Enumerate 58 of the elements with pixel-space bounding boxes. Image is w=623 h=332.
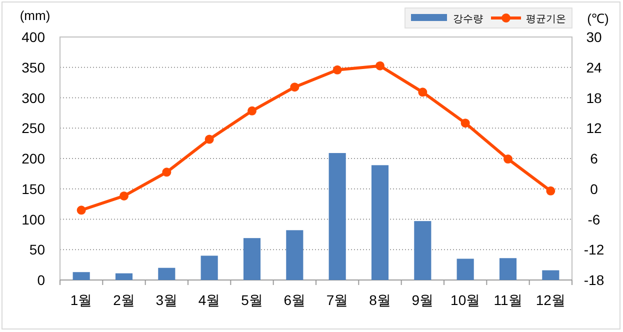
x-tick-label: 11월 bbox=[494, 292, 522, 308]
point bbox=[120, 191, 128, 200]
point bbox=[204, 134, 214, 144]
bar bbox=[499, 258, 517, 280]
y2-tick-label: -18 bbox=[584, 272, 604, 288]
y2-tick-label: 30 bbox=[586, 29, 602, 45]
y2-tick-label: 24 bbox=[586, 59, 602, 76]
x-tick-label: 3월 bbox=[156, 292, 178, 308]
point bbox=[290, 82, 300, 92]
bar bbox=[115, 273, 133, 280]
bar bbox=[456, 258, 474, 280]
y-tick-label: 350 bbox=[22, 59, 46, 76]
y2-tick-label: -12 bbox=[584, 242, 604, 258]
x-tick-label: 4월 bbox=[198, 292, 220, 308]
y2-tick-label: 6 bbox=[590, 150, 598, 166]
bar bbox=[158, 268, 176, 280]
point bbox=[162, 168, 172, 177]
y2-tick-label: 12 bbox=[586, 120, 602, 136]
x-tick-label: 9월 bbox=[412, 292, 434, 308]
y-tick-label: 200 bbox=[22, 150, 46, 166]
bar bbox=[243, 238, 261, 280]
y-tick-label: 50 bbox=[29, 242, 46, 258]
point bbox=[332, 65, 342, 74]
point bbox=[546, 186, 556, 196]
y-tick-label: 0 bbox=[37, 272, 46, 288]
bar bbox=[72, 272, 90, 280]
y-tick-label: 150 bbox=[22, 180, 46, 197]
x-tick-label: 8월 bbox=[369, 292, 391, 308]
y2-tick-label: -6 bbox=[588, 211, 600, 228]
x-tick-label: 6월 bbox=[284, 292, 306, 308]
x-tick-label: 10월 bbox=[450, 292, 480, 308]
legend-label: 평균기온 bbox=[526, 14, 566, 25]
x-tick-label: 7월 bbox=[326, 292, 348, 308]
y-tick-label: 100 bbox=[22, 211, 46, 228]
bar bbox=[542, 270, 560, 280]
bar bbox=[286, 230, 304, 280]
y-tick-label: 400 bbox=[22, 29, 46, 45]
point bbox=[418, 88, 428, 97]
point bbox=[460, 118, 470, 128]
bar bbox=[200, 256, 218, 280]
y-tick-label: 300 bbox=[22, 90, 46, 106]
y2-tick-label: 18 bbox=[586, 90, 602, 106]
x-tick-label: 1월 bbox=[70, 292, 92, 308]
x-tick-label: 12월 bbox=[536, 292, 566, 308]
point bbox=[76, 206, 86, 215]
point bbox=[376, 61, 384, 70]
legend-label: 강수량 bbox=[453, 14, 483, 25]
x-tick-label: 5월 bbox=[241, 292, 263, 308]
bar bbox=[328, 153, 346, 280]
y-tick-label: 250 bbox=[22, 120, 46, 136]
bar bbox=[371, 165, 389, 280]
point bbox=[248, 106, 256, 116]
point bbox=[504, 154, 512, 164]
x-tick-label: 2월 bbox=[113, 292, 135, 308]
y2-axis-title: (℃) bbox=[587, 11, 609, 26]
y-axis-title: (mm) bbox=[20, 8, 50, 23]
y2-tick-label: 0 bbox=[590, 180, 598, 197]
bar bbox=[414, 221, 432, 280]
